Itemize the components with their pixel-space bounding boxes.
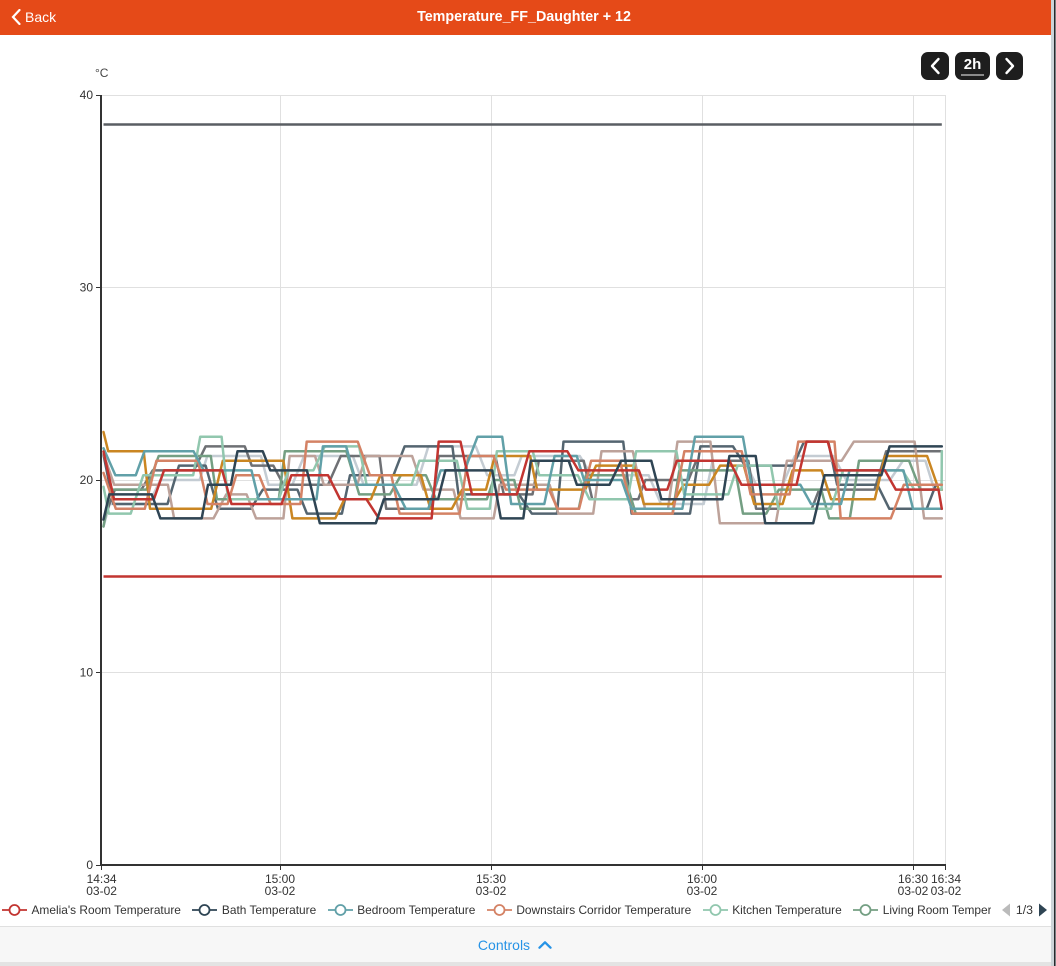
svg-text:03-02: 03-02 bbox=[476, 884, 507, 898]
svg-text:03-02: 03-02 bbox=[687, 884, 718, 898]
svg-text:16:30: 16:30 bbox=[898, 872, 928, 886]
svg-text:10: 10 bbox=[80, 666, 94, 680]
svg-text:30: 30 bbox=[80, 281, 94, 295]
svg-text:40: 40 bbox=[80, 88, 94, 102]
svg-text:03-02: 03-02 bbox=[898, 884, 929, 898]
svg-text:03-02: 03-02 bbox=[931, 884, 962, 898]
svg-text:03-02: 03-02 bbox=[265, 884, 296, 898]
svg-text:14:34: 14:34 bbox=[87, 872, 117, 886]
svg-text:15:00: 15:00 bbox=[265, 872, 295, 886]
svg-text:03-02: 03-02 bbox=[86, 884, 117, 898]
svg-text:20: 20 bbox=[80, 473, 94, 487]
svg-text:16:34: 16:34 bbox=[931, 872, 961, 886]
svg-text:16:00: 16:00 bbox=[687, 872, 717, 886]
svg-text:0: 0 bbox=[86, 858, 93, 872]
svg-text:15:30: 15:30 bbox=[476, 872, 506, 886]
